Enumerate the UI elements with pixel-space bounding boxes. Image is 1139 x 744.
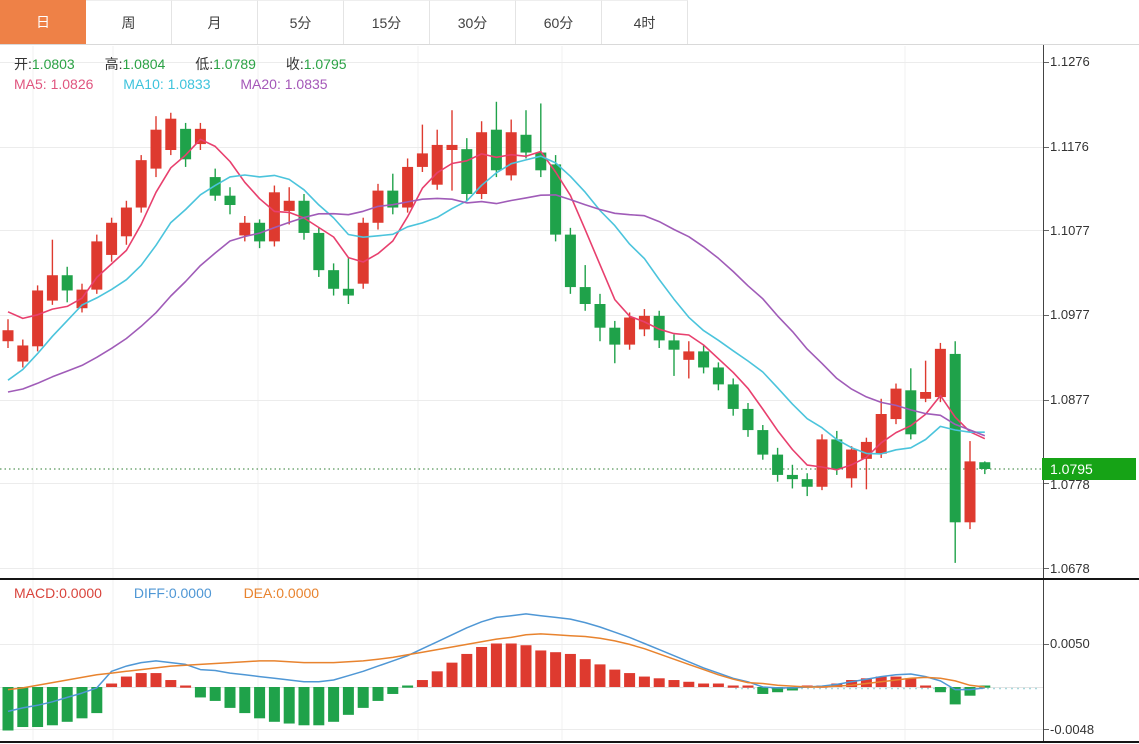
- tab-60min[interactable]: 60分: [516, 0, 602, 44]
- price-axis-label: 1.0678: [1050, 561, 1090, 576]
- tab-5min[interactable]: 5分: [258, 0, 344, 44]
- ma-legend: MA5: 1.0826 MA10: 1.0833 MA20: 1.0835: [14, 76, 354, 92]
- price-axis-label: 1.0977: [1050, 307, 1090, 322]
- current-price-marker: 1.0795: [1042, 458, 1136, 480]
- tab-4hour[interactable]: 4时: [602, 0, 688, 44]
- ohlc-legend: 开:1.0803 高:1.0804 低:1.0789 收:1.0795: [14, 54, 373, 74]
- ma20-readout: MA20: 1.0835: [240, 76, 328, 92]
- macd-axis-label: -0.0048: [1050, 722, 1095, 737]
- price-axis-label: 1.0877: [1050, 392, 1090, 407]
- ma5-readout: MA5: 1.0826: [14, 76, 94, 92]
- open-readout: 开:1.0803: [14, 56, 75, 72]
- tab-15min[interactable]: 15分: [344, 0, 430, 44]
- tab-week[interactable]: 周: [86, 0, 172, 44]
- ma10-readout: MA10: 1.0833: [123, 76, 211, 92]
- price-axis-label: 1.0778: [1050, 477, 1090, 492]
- price-axis-label: 1.1176: [1050, 139, 1089, 154]
- macd-readout: MACD:0.0000: [14, 585, 102, 601]
- high-readout: 高:1.0804: [104, 56, 166, 72]
- diff-readout: DIFF:0.0000: [133, 585, 212, 601]
- tab-month[interactable]: 月: [172, 0, 258, 44]
- macd-legend: MACD:0.0000 DIFF:0.0000 DEA:0.0000: [14, 585, 319, 601]
- price-axis-label: 1.1077: [1050, 223, 1090, 238]
- close-readout: 收:1.0795: [285, 56, 347, 72]
- tab-30min[interactable]: 30分: [430, 0, 516, 44]
- timeframe-tabbar: 日 周 月 5分 15分 30分 60分 4时: [0, 0, 1139, 45]
- dea-readout: DEA:0.0000: [243, 585, 320, 601]
- low-readout: 低:1.0789: [195, 56, 256, 72]
- tab-day[interactable]: 日: [0, 0, 86, 44]
- macd-axis-label: 0.0050: [1050, 636, 1090, 651]
- price-axis-label: 1.1276: [1050, 54, 1090, 69]
